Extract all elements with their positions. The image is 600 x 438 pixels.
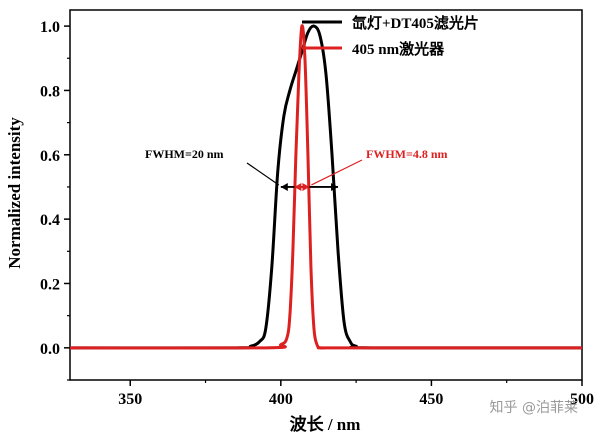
fwhm-xenon-arrowhead-right [331, 182, 339, 191]
legend: 氙灯+DT405滤光片 405 nm激光器 [302, 14, 479, 58]
x-tick-label: 350 [118, 391, 142, 408]
legend-label: 氙灯+DT405滤光片 [352, 14, 479, 32]
fwhm-laser-label: FWHM=4.8 nm [366, 147, 448, 161]
x-tick-label: 500 [570, 391, 594, 408]
y-tick-label: 0.8 [40, 83, 60, 100]
y-axis-title: Normalized intensity [5, 117, 24, 269]
x-axis-ticks: 350 400 450 500 [118, 380, 594, 408]
x-tick-label: 450 [419, 391, 443, 408]
y-tick-label: 0.4 [40, 212, 60, 229]
y-tick-label: 0.2 [40, 276, 60, 293]
y-tick-label: 1.0 [40, 19, 60, 36]
watermark-text: 知乎 @泊菲莱 [490, 399, 578, 416]
series-layer [69, 24, 583, 350]
fwhm-laser-arrowhead-right [302, 182, 310, 191]
x-axis-title: 波长 / nm [290, 414, 361, 434]
fwhm-laser-pointer [311, 159, 363, 186]
series-line-xenon-lamp [69, 24, 583, 350]
y-axis-ticks: 0.0 0.2 0.4 0.6 0.8 1.0 [40, 19, 70, 381]
series-line-405nm-laser [69, 24, 582, 350]
legend-label: 405 nm激光器 [352, 40, 445, 58]
x-tick-label: 400 [269, 391, 293, 408]
fwhm-laser-arrowhead-left [294, 182, 302, 191]
fwhm-xenon-label: FWHM=20 nm [145, 147, 224, 161]
y-tick-label: 0.0 [40, 341, 60, 358]
plot-border [69, 9, 583, 381]
y-tick-label: 0.6 [40, 148, 60, 165]
fwhm-xenon-pointer [246, 162, 280, 186]
annotation-layer: FWHM=20 nm FWHM=4.8 nm [145, 147, 448, 191]
fwhm-xenon-arrowhead-left [280, 182, 288, 191]
plot-frame [69, 9, 583, 381]
